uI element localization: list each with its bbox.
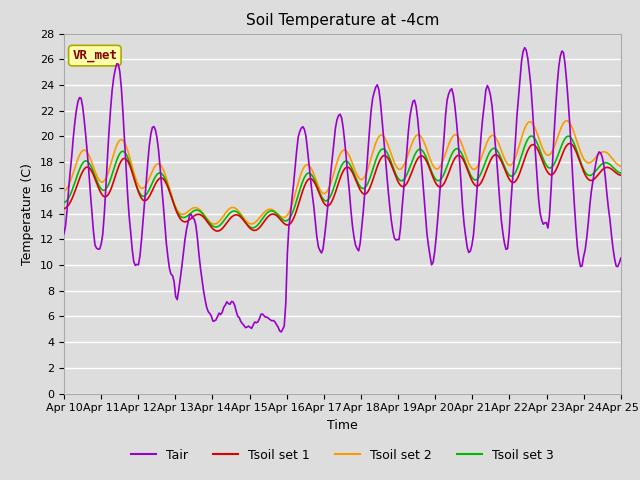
Legend: Tair, Tsoil set 1, Tsoil set 2, Tsoil set 3: Tair, Tsoil set 1, Tsoil set 2, Tsoil se…	[126, 444, 559, 467]
Title: Soil Temperature at -4cm: Soil Temperature at -4cm	[246, 13, 439, 28]
Text: VR_met: VR_met	[72, 49, 117, 62]
Y-axis label: Temperature (C): Temperature (C)	[22, 163, 35, 264]
X-axis label: Time: Time	[327, 419, 358, 432]
